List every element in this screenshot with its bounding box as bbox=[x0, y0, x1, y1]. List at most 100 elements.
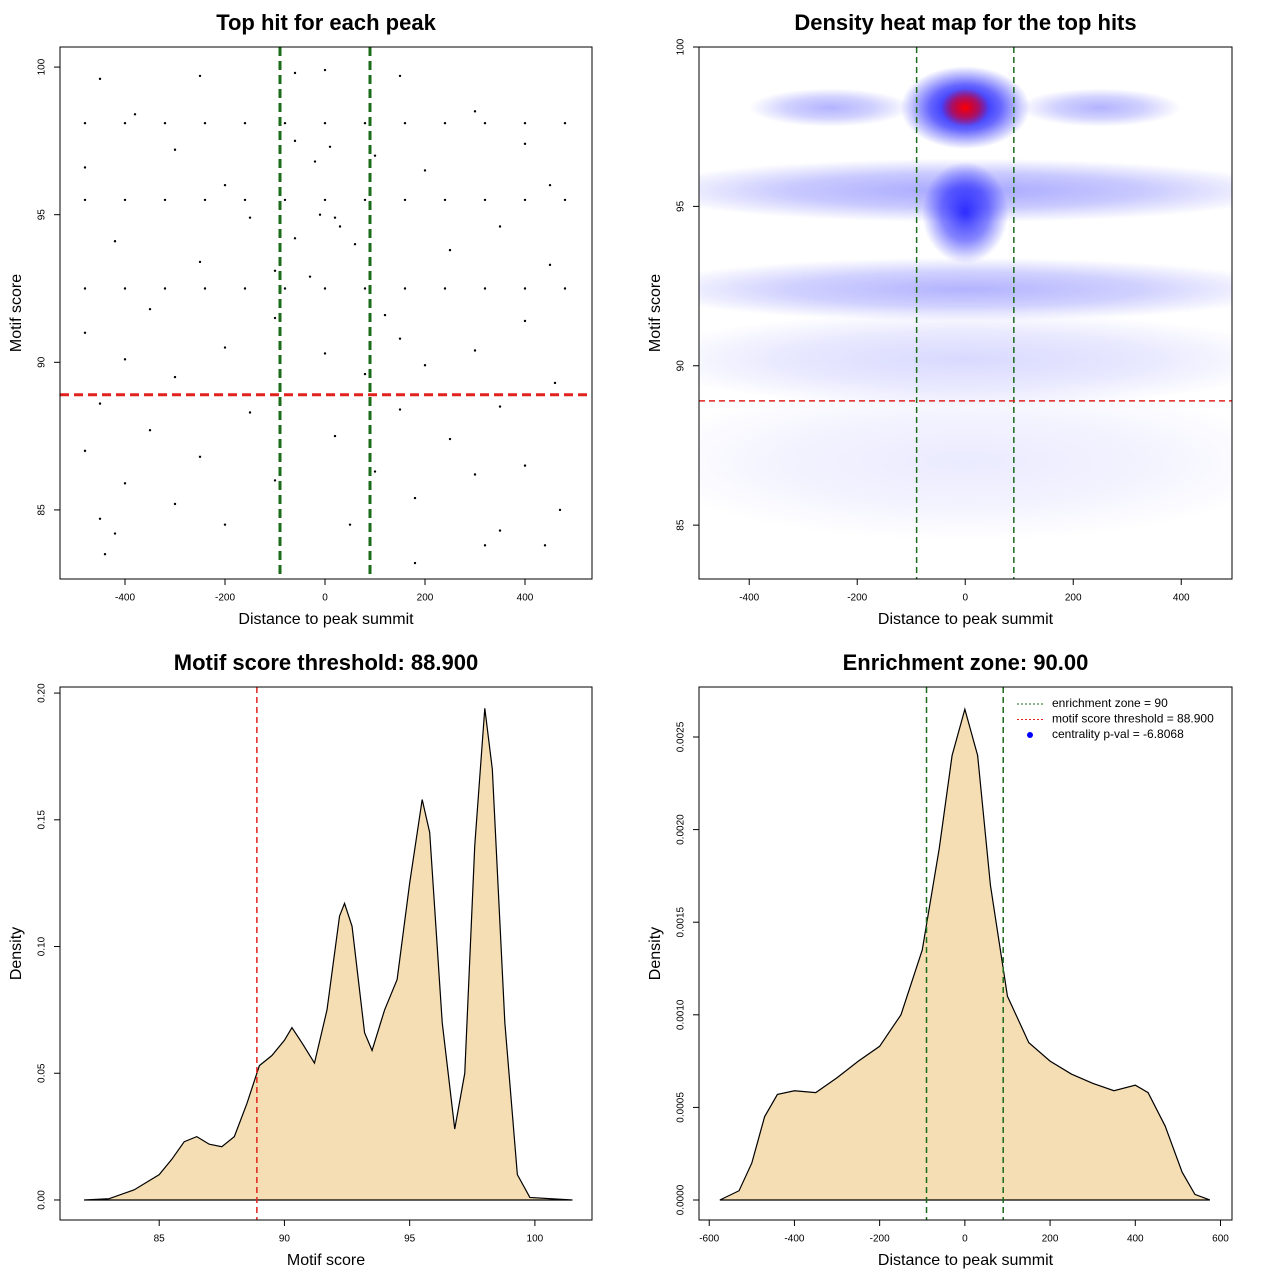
point bbox=[398, 337, 402, 340]
point bbox=[483, 544, 487, 547]
chart-title: Motif score threshold: 88.900 bbox=[174, 650, 478, 675]
point bbox=[123, 121, 127, 125]
point bbox=[283, 121, 287, 125]
x-tick-label: -400 bbox=[784, 1234, 804, 1245]
point bbox=[223, 183, 227, 187]
density-blob bbox=[749, 88, 912, 127]
point bbox=[273, 479, 277, 482]
point bbox=[328, 145, 332, 148]
density-blob bbox=[922, 161, 1009, 264]
point bbox=[83, 198, 87, 202]
point bbox=[113, 532, 117, 535]
point bbox=[98, 77, 102, 81]
point bbox=[523, 287, 527, 290]
point bbox=[273, 316, 277, 320]
x-tick-label: 200 bbox=[1042, 1234, 1059, 1245]
point bbox=[173, 375, 177, 379]
point bbox=[283, 287, 287, 290]
point bbox=[83, 449, 87, 453]
point bbox=[448, 248, 452, 252]
point bbox=[553, 381, 557, 385]
y-axis-label: Density bbox=[647, 927, 664, 980]
point bbox=[483, 287, 487, 290]
point bbox=[483, 198, 487, 202]
density-blob bbox=[699, 311, 1232, 408]
y-tick-label: 100 bbox=[676, 38, 687, 55]
point bbox=[323, 352, 327, 355]
point bbox=[423, 169, 427, 172]
point bbox=[473, 110, 477, 113]
plot-area bbox=[719, 687, 1211, 1220]
x-tick-label: -400 bbox=[115, 593, 135, 604]
point bbox=[413, 561, 417, 565]
point bbox=[283, 198, 287, 202]
point bbox=[398, 74, 402, 78]
y-axis-label: Motif score bbox=[8, 274, 25, 352]
legend-label: enrichment zone = 90 bbox=[1052, 696, 1168, 710]
point bbox=[323, 121, 327, 125]
point bbox=[248, 411, 252, 414]
point bbox=[383, 313, 387, 317]
x-tick-label: 0 bbox=[962, 1234, 968, 1245]
plot-frame bbox=[59, 46, 593, 580]
x-tick-label: 0 bbox=[962, 593, 968, 604]
x-tick-label: 0 bbox=[322, 593, 328, 604]
density-area bbox=[719, 706, 1211, 1201]
point bbox=[563, 287, 567, 290]
y-tick-label: 0.0010 bbox=[676, 999, 687, 1030]
x-tick-label: -200 bbox=[847, 593, 867, 604]
point bbox=[173, 502, 177, 506]
y-tick-label: 85 bbox=[37, 504, 48, 516]
point bbox=[248, 216, 252, 219]
point bbox=[293, 71, 297, 75]
point bbox=[148, 307, 152, 311]
point bbox=[318, 213, 322, 216]
x-axis-label: Distance to peak summit bbox=[238, 611, 414, 628]
y-tick-label: 100 bbox=[37, 58, 48, 75]
point bbox=[548, 263, 552, 267]
point bbox=[523, 319, 527, 323]
legend-label: centrality p-val = -6.8068 bbox=[1052, 727, 1184, 741]
y-tick-label: 95 bbox=[676, 200, 687, 212]
point bbox=[548, 183, 552, 187]
point bbox=[338, 225, 342, 228]
point bbox=[83, 166, 87, 169]
point bbox=[293, 139, 297, 143]
y-tick-label: 0.0015 bbox=[676, 906, 687, 937]
plot-area bbox=[84, 687, 573, 1220]
x-tick-label: -200 bbox=[870, 1234, 890, 1245]
point bbox=[323, 68, 327, 72]
x-tick-label: 200 bbox=[417, 593, 434, 604]
y-tick-label: 0.0025 bbox=[676, 721, 687, 752]
point bbox=[448, 437, 452, 441]
point bbox=[98, 402, 102, 405]
point bbox=[243, 287, 247, 290]
point bbox=[348, 523, 352, 526]
point bbox=[373, 470, 377, 473]
point bbox=[403, 287, 407, 290]
y-tick-label: 0.0005 bbox=[676, 1092, 687, 1123]
x-axis-label: Motif score bbox=[287, 1252, 365, 1269]
point bbox=[173, 148, 177, 151]
y-tick-label: 90 bbox=[37, 356, 48, 368]
point bbox=[273, 269, 277, 272]
y-tick-label: 0.05 bbox=[37, 1063, 48, 1083]
y-tick-label: 90 bbox=[676, 360, 687, 372]
point bbox=[443, 198, 447, 202]
point bbox=[198, 74, 202, 78]
density-area bbox=[84, 708, 573, 1201]
y-tick-label: 0.0000 bbox=[676, 1184, 687, 1215]
point bbox=[323, 287, 327, 290]
chart-title: Enrichment zone: 90.00 bbox=[843, 650, 1089, 675]
point bbox=[498, 405, 502, 408]
point bbox=[413, 496, 417, 500]
point bbox=[363, 372, 367, 376]
point bbox=[243, 121, 247, 125]
point bbox=[103, 553, 107, 556]
point bbox=[293, 237, 297, 240]
point bbox=[123, 287, 127, 290]
y-tick-label: 0.0020 bbox=[676, 814, 687, 845]
point bbox=[523, 464, 527, 467]
point bbox=[498, 529, 502, 532]
